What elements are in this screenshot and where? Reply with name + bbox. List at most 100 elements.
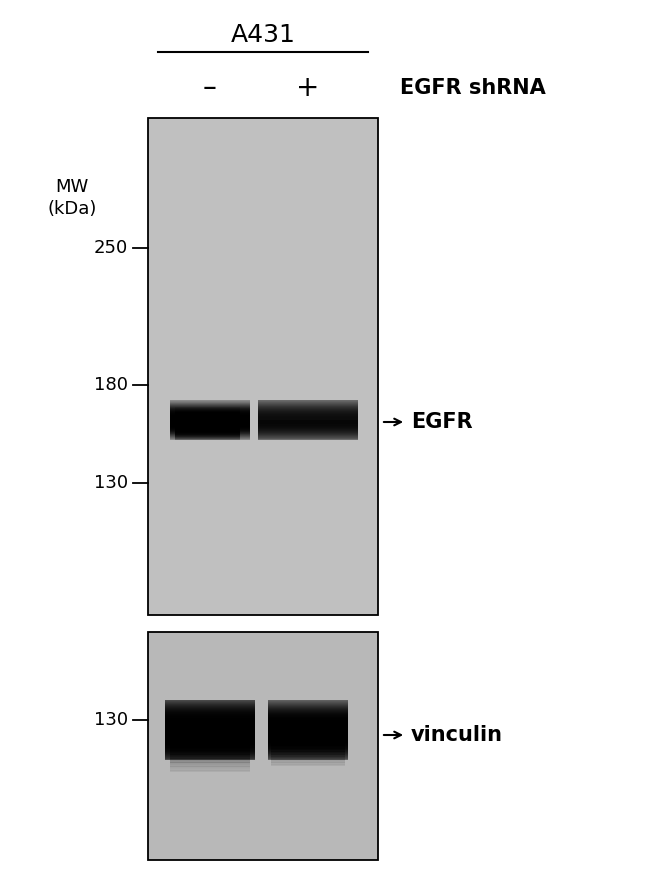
Bar <box>258 438 358 439</box>
Bar <box>165 758 255 759</box>
Bar <box>258 403 358 404</box>
Bar <box>170 755 250 756</box>
Bar <box>258 415 358 416</box>
Bar <box>165 737 255 738</box>
Bar <box>170 742 250 743</box>
Bar <box>175 408 240 410</box>
Bar <box>170 430 250 431</box>
Bar <box>165 719 255 720</box>
Bar <box>271 743 345 744</box>
Bar <box>258 404 358 405</box>
Bar <box>165 732 255 733</box>
Bar <box>170 762 250 763</box>
Bar <box>268 745 348 746</box>
Bar <box>175 431 240 432</box>
Bar <box>271 743 345 744</box>
Text: A431: A431 <box>231 23 296 47</box>
Bar <box>165 716 255 717</box>
Bar <box>268 733 348 734</box>
Bar <box>170 421 250 422</box>
Bar <box>258 411 358 412</box>
Bar <box>268 721 348 722</box>
Bar <box>175 429 240 430</box>
Bar <box>170 434 250 435</box>
Bar <box>170 752 250 753</box>
Bar <box>170 438 250 439</box>
Bar <box>175 402 240 403</box>
Bar <box>268 701 348 702</box>
Bar <box>268 720 348 721</box>
Bar <box>165 714 255 715</box>
Bar <box>165 757 255 758</box>
Bar <box>268 746 348 747</box>
Bar <box>170 418 250 419</box>
Bar <box>170 428 250 429</box>
Bar <box>268 759 348 760</box>
Bar <box>170 414 250 415</box>
Bar <box>175 434 240 435</box>
Bar <box>258 432 358 433</box>
Bar <box>165 755 255 756</box>
Bar <box>165 729 255 730</box>
Bar <box>268 723 348 724</box>
Bar <box>175 431 240 432</box>
Bar <box>175 416 240 417</box>
Bar <box>258 401 358 402</box>
Bar <box>268 712 348 713</box>
Bar <box>268 703 348 704</box>
Bar <box>175 422 240 423</box>
Bar <box>268 722 348 723</box>
Bar <box>165 736 255 737</box>
Bar <box>258 409 358 410</box>
Bar <box>271 761 345 762</box>
Bar <box>258 422 358 423</box>
Bar <box>258 429 358 430</box>
Bar <box>271 750 345 751</box>
Bar <box>175 415 240 416</box>
Bar <box>268 705 348 706</box>
Bar <box>165 738 255 739</box>
Bar <box>165 703 255 704</box>
Bar <box>258 437 358 438</box>
Bar <box>175 417 240 418</box>
Bar <box>268 715 348 716</box>
Bar <box>170 433 250 434</box>
Bar <box>268 735 348 736</box>
Bar <box>170 431 250 432</box>
Bar <box>170 422 250 423</box>
Bar <box>268 723 348 724</box>
Bar <box>170 417 250 418</box>
Bar <box>165 700 255 701</box>
Bar <box>170 403 250 404</box>
Bar <box>165 725 255 726</box>
Bar <box>165 746 255 747</box>
Bar <box>170 401 250 402</box>
Bar <box>170 758 250 759</box>
Bar <box>175 437 240 438</box>
Bar <box>170 768 250 769</box>
Bar <box>175 402 240 403</box>
Bar <box>258 423 358 424</box>
Bar <box>258 427 358 428</box>
Bar <box>170 750 250 751</box>
Bar <box>165 745 255 746</box>
Bar <box>165 701 255 702</box>
Bar <box>170 399 250 400</box>
Bar <box>165 701 255 702</box>
Bar <box>165 755 255 756</box>
Bar <box>175 421 240 422</box>
Bar <box>170 741 250 742</box>
Bar <box>165 720 255 721</box>
Bar <box>170 431 250 432</box>
Bar <box>258 411 358 412</box>
Bar <box>268 754 348 755</box>
Bar <box>170 761 250 762</box>
Bar <box>258 412 358 413</box>
Bar <box>165 735 255 736</box>
Bar <box>165 706 255 707</box>
Bar <box>175 432 240 433</box>
Bar <box>271 760 345 761</box>
Bar <box>268 707 348 708</box>
Bar <box>170 753 250 754</box>
Bar <box>175 428 240 429</box>
